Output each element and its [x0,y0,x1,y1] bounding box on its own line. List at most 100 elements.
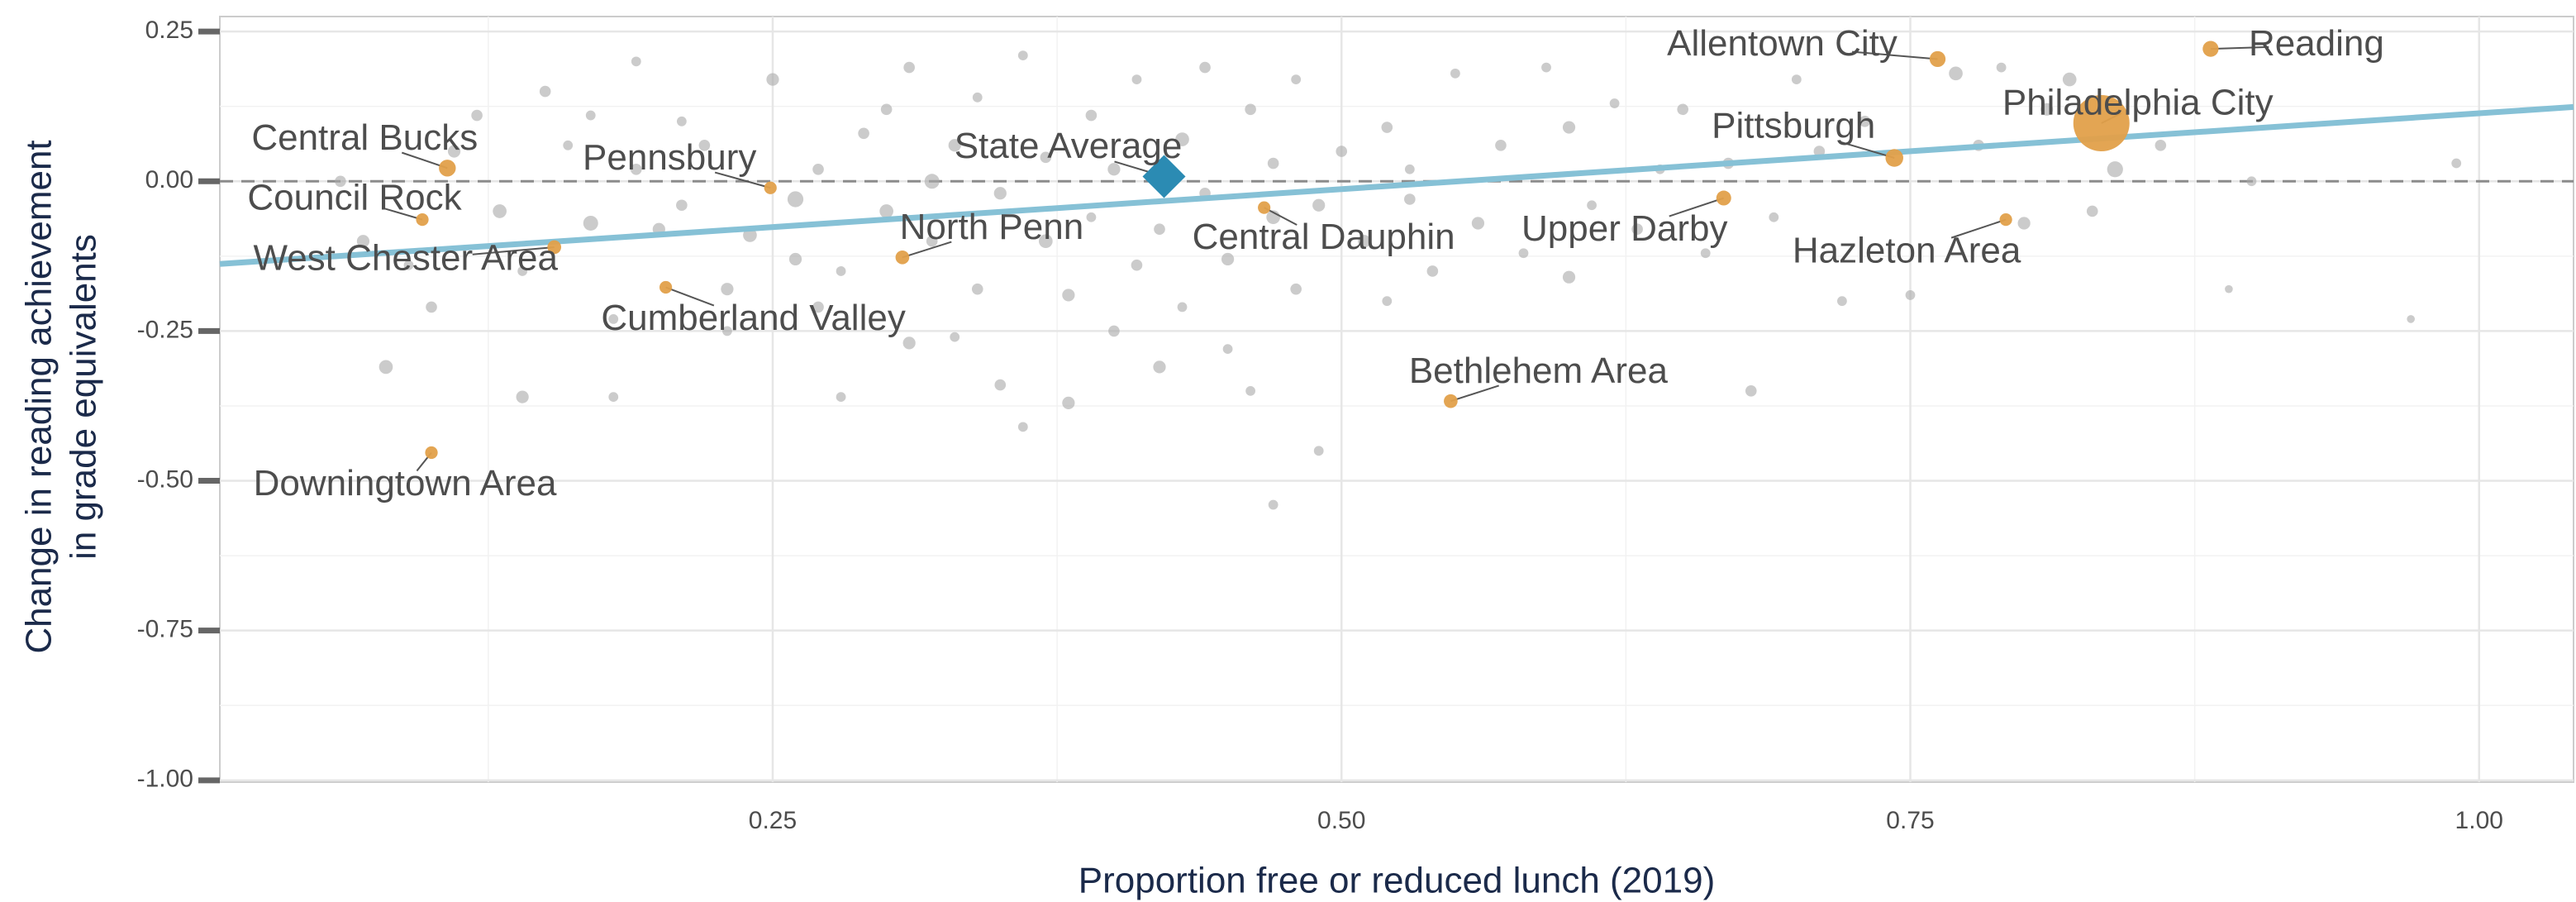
highlight-point [1258,201,1271,214]
point [1199,61,1211,74]
point [1905,290,1916,300]
point [585,110,596,121]
point [1518,248,1529,259]
point [1609,98,1620,108]
point [493,204,507,218]
point [1631,223,1643,236]
point [1017,422,1028,432]
point-label: Allentown City [1667,23,1897,64]
point-label: Hazleton Area [1793,230,2021,270]
point-label: Cumberland Valley [601,298,905,338]
point [1040,151,1052,164]
point [972,92,983,103]
point [812,301,824,313]
point [2451,158,2462,169]
point [2086,205,2098,217]
y-tick-label: -0.50 [137,465,193,493]
point [1062,289,1075,302]
trend-line [219,103,2574,267]
point [1221,252,1235,266]
highlight-point [425,446,438,460]
leader-line [384,208,423,221]
point [950,332,960,342]
point [2225,284,2233,294]
leader-line [1838,141,1895,159]
leader-line [472,246,555,255]
point [2040,103,2054,116]
point-label: Reading [2249,23,2384,64]
point [721,283,734,296]
point [971,283,983,295]
point [2017,217,2031,230]
y-tick-label: -0.25 [137,316,193,343]
point [1017,50,1028,60]
point [722,326,732,336]
leader-line [2210,45,2269,50]
highlight-point [1929,50,1946,68]
point [563,140,574,150]
point [787,191,804,208]
point [2062,72,2077,87]
point [924,174,940,189]
point [676,199,688,212]
point [1745,385,1757,397]
point [539,85,551,98]
point [766,73,779,86]
point [379,360,393,375]
point [1175,132,1189,146]
point-label: Upper Darby [1521,208,1727,249]
point [1426,265,1439,277]
point-label: Central Dauphin [1193,217,1455,257]
point [788,252,802,266]
x-tick-label: 0.25 [749,807,797,834]
point [2246,176,2257,187]
point [1471,217,1485,230]
leader-line [1450,384,1499,403]
point [403,260,414,270]
point [1312,198,1326,212]
point [1996,62,2007,73]
point [1587,200,1597,211]
point [1222,344,1233,355]
point [1039,234,1053,249]
point [608,314,619,324]
point [1085,109,1098,122]
point [698,139,711,151]
point [1450,68,1460,79]
point [1268,499,1278,510]
y-tick-label: -0.75 [137,616,193,643]
point [517,266,528,276]
x-tick-label: 0.50 [1317,807,1365,834]
point [836,266,846,276]
highlight-point [2073,94,2130,151]
state-average-label: State Average [955,126,1183,166]
point [880,103,893,116]
highlight-point [416,213,429,227]
point [836,392,846,402]
point [1107,163,1121,176]
point [608,392,619,402]
highlight-point [1444,394,1458,408]
point [471,109,483,122]
point [1541,62,1551,73]
point [447,145,461,158]
leader-line [1852,50,1938,60]
highlight-point [1716,190,1731,206]
point [1404,164,1415,174]
point-label: Pittsburgh [1712,106,1875,146]
point [1108,325,1120,337]
point-label: Downingtown Area [254,463,557,503]
x-tick-label: 1.00 [2455,807,2503,834]
point [583,215,598,231]
highlight-point [764,181,777,194]
leader-line [902,241,952,259]
point [1086,212,1097,222]
point [1859,115,1871,127]
point [2107,161,2123,178]
highlight-point [1999,213,2012,227]
point-label: North Penn [900,207,1084,247]
point [1700,248,1711,259]
highlight-point [547,240,562,255]
leader-line [1950,218,2007,239]
